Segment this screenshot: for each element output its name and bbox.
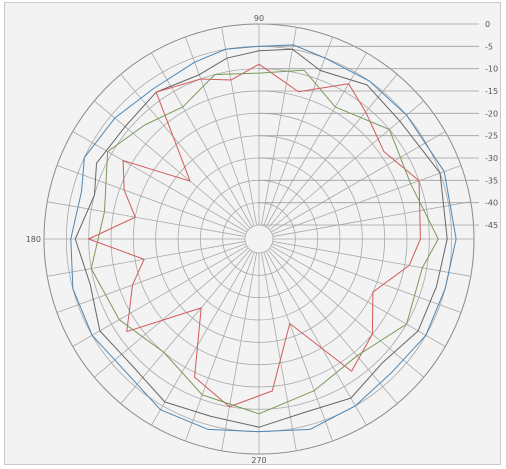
radial-tick-label: -15 [485, 87, 498, 96]
angle-label: 270 [251, 456, 266, 465]
grid-ring [244, 224, 274, 254]
grid-spoke [151, 250, 253, 426]
angle-label: 90 [254, 14, 264, 23]
grid-spoke [270, 131, 446, 233]
grid-spoke [120, 74, 251, 229]
grid-spoke [221, 252, 257, 451]
grid-spoke [267, 249, 398, 404]
grid-spoke [265, 52, 367, 228]
series-line-3 [88, 63, 421, 408]
grid-spoke [94, 100, 249, 231]
chart-frame: 0 -5 -10 -15 -20 -25 -30 -35 -40 -45 90 180 270 [4, 2, 501, 465]
polar-plot: 0 -5 -10 -15 -20 -25 -30 -35 -40 -45 90 180 270 [26, 14, 498, 465]
grid-spoke [56, 243, 246, 313]
grid-spoke [272, 201, 471, 237]
radial-tick-label: -5 [485, 42, 493, 51]
grid-spoke [269, 100, 424, 231]
angle-label: 180 [26, 235, 41, 244]
grid-spoke [272, 243, 462, 313]
radial-tick-label: -35 [485, 176, 498, 185]
grid-spoke [151, 52, 253, 228]
grid-spoke [270, 245, 446, 347]
radial-tick-label: -25 [485, 132, 498, 141]
radial-tick-label: -30 [485, 154, 498, 163]
grid-spoke [185, 36, 255, 226]
series-line-1 [70, 44, 457, 433]
grid-spoke [272, 241, 471, 277]
grid-spoke [261, 252, 297, 451]
grid-spoke [72, 131, 248, 233]
grid-spoke [72, 245, 248, 347]
grid-spoke [272, 165, 462, 235]
radial-tick-label: -45 [485, 221, 498, 230]
series-line-4 [90, 69, 439, 415]
series-line-2 [74, 48, 448, 428]
radial-tick-label: -20 [485, 109, 498, 118]
grid-spoke [261, 27, 297, 226]
grid-spoke [94, 247, 249, 378]
grid-spoke [120, 249, 251, 404]
grid-spoke [47, 201, 246, 237]
radial-tick-label: -10 [485, 65, 498, 74]
grid-spoke [263, 36, 333, 226]
grid-spoke [47, 241, 246, 277]
radial-tick-label: 0 [485, 20, 490, 29]
grid-spoke [269, 247, 424, 378]
grid-spoke [221, 27, 257, 226]
grid-spoke [185, 252, 255, 442]
grid-spoke [265, 250, 367, 426]
grid-spoke [263, 252, 333, 442]
radial-tick-label: -40 [485, 199, 498, 208]
grid-spoke [56, 165, 246, 235]
